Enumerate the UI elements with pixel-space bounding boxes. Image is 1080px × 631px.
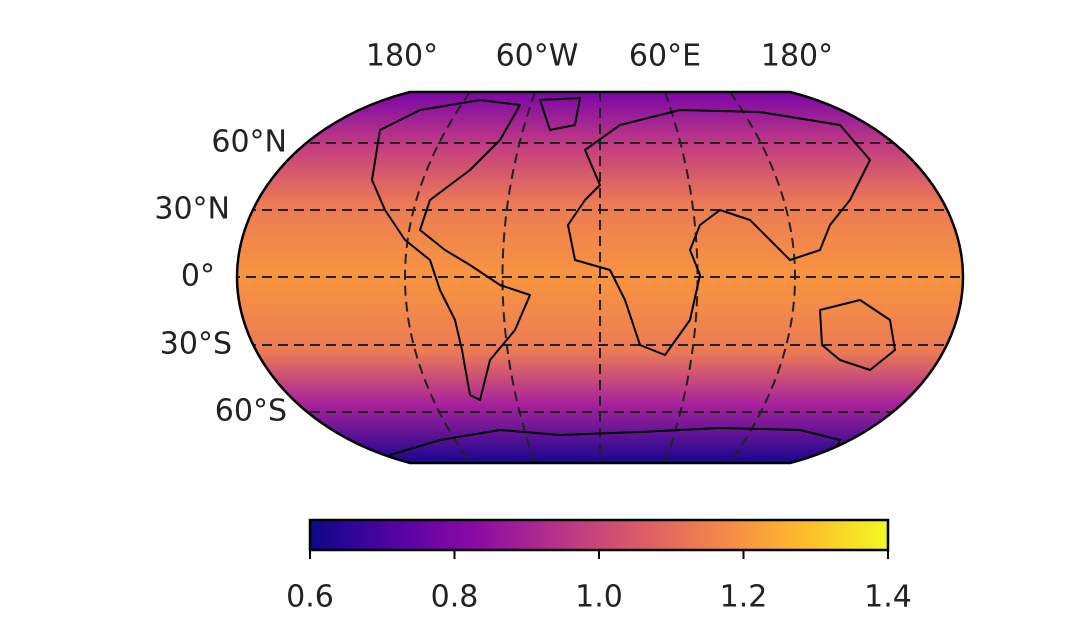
meridian [664,92,699,463]
colorbar-tick-label: 0.6 [286,580,334,615]
antarctica [389,427,841,463]
colorbar-tick-label: 0.8 [431,580,479,615]
lon-label: 180° [761,39,833,74]
meridian [404,92,471,463]
lat-label: 60°N [211,125,287,160]
lat-label: 60°S [215,394,287,429]
greenland [539,97,581,131]
colorbar-tick-label: 1.2 [720,580,768,615]
meridian [501,92,536,463]
lat-label: 30°S [160,327,232,362]
colorbar: 0.6 0.8 1.0 1.2 1.4 [286,518,912,615]
lon-label: 60°E [629,39,701,74]
lat-label: 30°N [154,192,230,227]
lon-label: 180° [366,39,438,74]
graticule [237,92,963,463]
coastlines [371,97,896,463]
colorbar-tick-label: 1.0 [575,580,623,615]
colorbar-tick-label: 1.4 [864,580,912,615]
map-outline [235,90,965,465]
lon-label: 60°W [496,39,579,74]
map [235,90,965,465]
lat-label: 0° [181,259,215,294]
australia [819,299,896,371]
colorbar-body [308,518,890,552]
eurasia-africa [567,109,871,356]
meridian [729,92,796,463]
americas [371,99,531,401]
